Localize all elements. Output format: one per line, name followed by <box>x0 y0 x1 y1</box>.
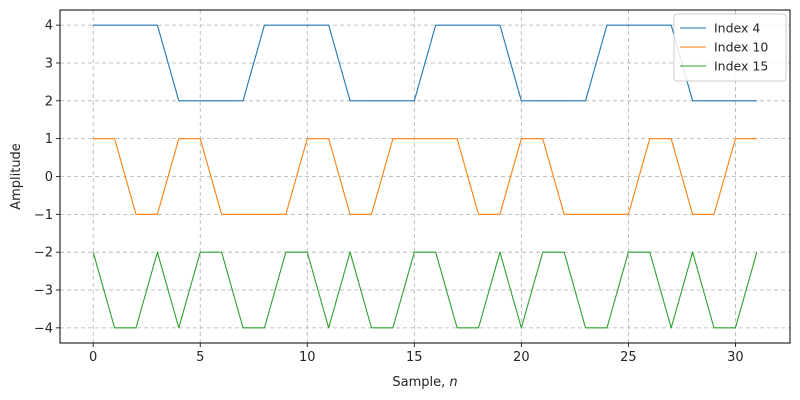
y-tick-label: 3 <box>45 56 53 71</box>
y-axis-label: Amplitude <box>9 143 24 210</box>
legend-label: Index 15 <box>714 59 768 74</box>
y-tick-label: 4 <box>45 19 53 34</box>
legend-label: Index 10 <box>714 40 768 55</box>
y-tick-label: −1 <box>34 208 53 223</box>
x-tick-label: 20 <box>513 350 530 365</box>
legend: Index 4 Index 10 Index 15 <box>673 13 787 82</box>
legend-box <box>673 13 787 82</box>
x-axis-label: Sample, n <box>392 375 457 390</box>
series-lines <box>92 24 758 329</box>
y-tick-label: 2 <box>45 94 53 109</box>
y-tick-label: −3 <box>34 284 53 299</box>
series-line-1 <box>93 24 757 102</box>
legend-label: Index 4 <box>714 21 760 36</box>
x-tick-label: 5 <box>196 350 204 365</box>
series-line-3 <box>92 251 758 329</box>
x-tick-label: 0 <box>89 350 97 365</box>
y-tick-label: −2 <box>34 246 53 261</box>
x-tick-label: 30 <box>727 350 744 365</box>
x-tick-label: 15 <box>406 350 423 365</box>
x-tick-label: 25 <box>620 350 637 365</box>
y-tick-label: 0 <box>45 170 53 185</box>
series-line-2 <box>93 138 757 215</box>
y-tick-label: −4 <box>34 321 53 336</box>
axis-ticks: 0 5 10 15 20 25 30 −4 −3 −2 −1 0 1 2 3 4 <box>34 19 744 365</box>
y-tick-label: 1 <box>45 132 53 147</box>
x-tick-label: 10 <box>299 350 316 365</box>
